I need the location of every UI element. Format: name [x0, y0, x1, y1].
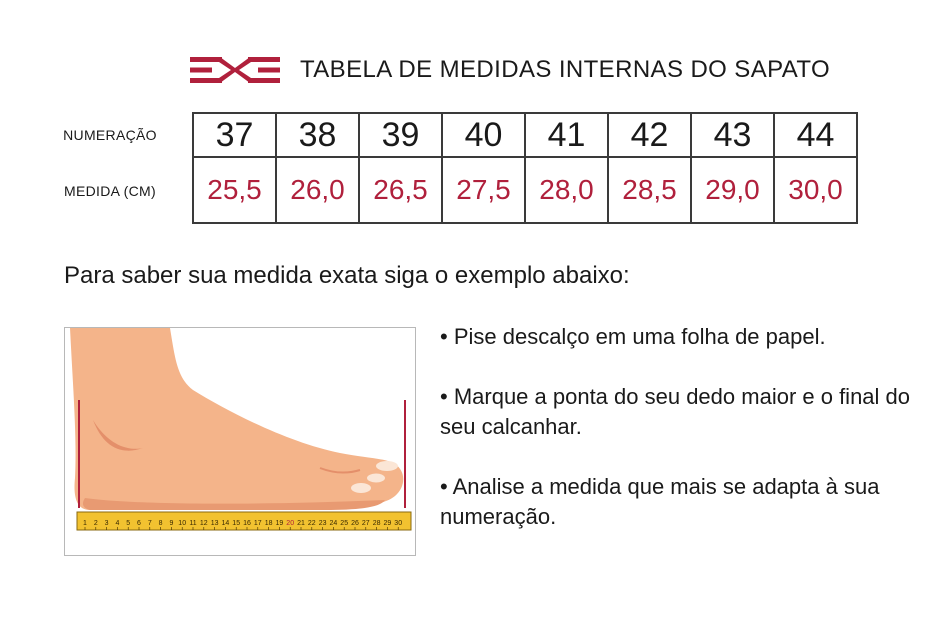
measure-cell: 26,0 [275, 156, 360, 224]
ruler-mark: 16 [243, 520, 251, 527]
ruler-mark: 3 [105, 520, 109, 527]
ruler-mark: 14 [222, 520, 230, 527]
ruler-mark: 11 [189, 520, 196, 527]
ruler-mark: 30 [394, 520, 402, 527]
size-cell: 39 [358, 112, 443, 158]
ruler-mark: 18 [265, 520, 273, 527]
ruler-mark: 6 [137, 520, 141, 527]
ruler-mark: 2 [94, 520, 98, 527]
ruler-mark: 7 [148, 520, 152, 527]
size-table: 37 38 39 40 41 42 43 44 25,5 26,0 26,5 2… [192, 112, 858, 224]
measure-cell: 29,0 [690, 156, 775, 224]
brand-chevron-logo-icon [190, 57, 280, 83]
ruler-mark: 13 [211, 520, 219, 527]
ruler-mark: 5 [126, 520, 130, 527]
ruler-mark: 27 [362, 520, 370, 527]
row-label-medida: MEDIDA (CM) [64, 183, 156, 199]
size-cell: 44 [773, 112, 858, 158]
instruction-text: Para saber sua medida exata siga o exemp… [64, 262, 630, 289]
size-cell: 41 [524, 112, 609, 158]
ruler-mark: 28 [373, 520, 381, 527]
measure-cell: 28,0 [524, 156, 609, 224]
foot-illustration: 1 2 3 4 5 6 7 8 9 10 11 12 13 14 15 16 17 18 19 20 21 22 23 24 2… [64, 327, 416, 556]
ruler-mark: 26 [351, 520, 359, 527]
ruler-mark: 17 [254, 520, 262, 527]
tip-item: • Marque a ponta do seu dedo maior e o f… [440, 384, 911, 439]
size-row: 37 38 39 40 41 42 43 44 [192, 112, 858, 158]
size-cell: 42 [607, 112, 692, 158]
ruler-mark: 10 [178, 520, 186, 527]
ruler-ticks: 1 2 3 4 5 6 7 8 9 10 11 12 13 14 15 16 17 18 19 20 21 22 23 24 2… [83, 520, 402, 530]
ruler-mark: 8 [159, 520, 163, 527]
ruler-mark: 22 [308, 520, 316, 527]
ruler-mark: 1 [83, 520, 87, 527]
foot-on-ruler-icon: 1 2 3 4 5 6 7 8 9 10 11 12 13 14 15 16 17 18 19 20 21 22 23 24 2… [70, 328, 412, 531]
page-title: TABELA DE MEDIDAS INTERNAS DO SAPATO [300, 56, 831, 83]
ruler-mark: 12 [200, 520, 208, 527]
ruler-mark: 29 [384, 520, 392, 527]
measure-cell: 26,5 [358, 156, 443, 224]
ruler-mark: 15 [232, 520, 240, 527]
row-label-numeracao: NUMERAÇÃO [63, 127, 157, 143]
ruler-mark: 25 [340, 520, 348, 527]
ruler-mark: 20 [286, 520, 294, 527]
ruler-mark: 19 [276, 520, 284, 527]
size-cell: 40 [441, 112, 526, 158]
measure-cell: 30,0 [773, 156, 858, 224]
ruler-mark: 23 [319, 520, 327, 527]
ruler-mark: 24 [330, 520, 338, 527]
tip-item: • Analise a medida que mais se adapta à … [440, 474, 880, 529]
tips-list: • Pise descalço em uma folha de papel. •… [440, 322, 910, 562]
size-cell: 37 [192, 112, 277, 158]
measure-cell: 25,5 [192, 156, 277, 224]
ruler-mark: 21 [297, 520, 305, 527]
size-cell: 38 [275, 112, 360, 158]
measure-cell: 28,5 [607, 156, 692, 224]
ruler-mark: 4 [115, 520, 119, 527]
measure-row: 25,5 26,0 26,5 27,5 28,0 28,5 29,0 30,0 [192, 156, 858, 224]
tip-item: • Pise descalço em uma folha de papel. [440, 324, 826, 349]
size-cell: 43 [690, 112, 775, 158]
measure-cell: 27,5 [441, 156, 526, 224]
ruler-mark: 9 [169, 520, 173, 527]
